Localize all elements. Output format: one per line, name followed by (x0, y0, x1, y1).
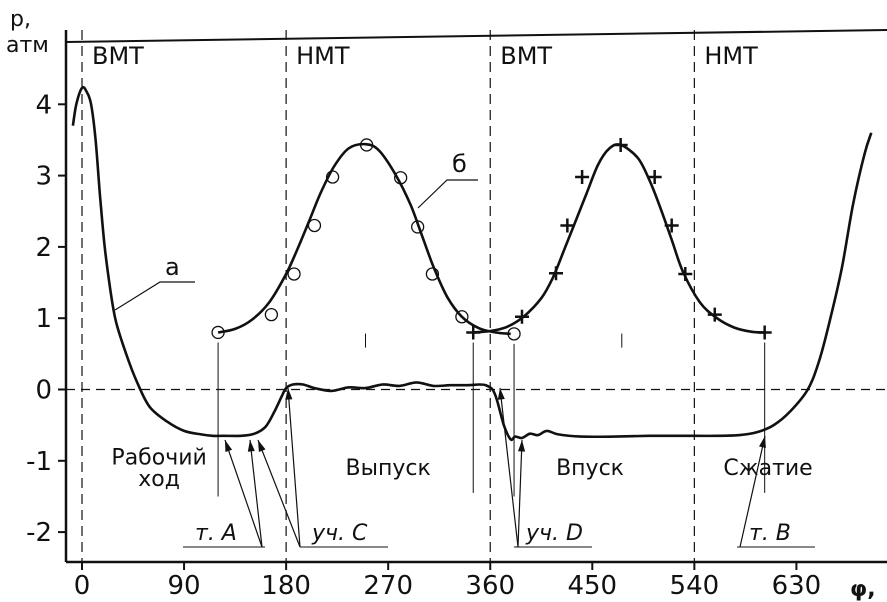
plus-marker-5 (613, 137, 628, 152)
y-tick-label-6: 4 (35, 90, 52, 120)
y-tick-label-1: -1 (26, 447, 52, 477)
circle-marker-2 (287, 267, 301, 281)
y-axis-label-line-1: p, (10, 7, 31, 32)
plus-marker-6 (647, 170, 662, 185)
series-line-2 (473, 143, 765, 334)
circle-marker-5 (359, 138, 374, 152)
vline-label-3: НМТ (704, 42, 758, 70)
circle-marker-3 (307, 218, 322, 233)
x-axis-label: φ, (850, 577, 876, 602)
vline-label-0: ВМТ (92, 42, 144, 70)
circle-marker-0 (211, 325, 225, 340)
ticks-layer: 0 90 180 270 360 450 540 630 -2 -1 0 1 2 3 4 (26, 90, 821, 601)
y-tick-label-4: 2 (35, 233, 52, 263)
circle-marker-10 (507, 327, 521, 341)
annotation-label-3: т. В (749, 521, 791, 546)
circle-marker-9 (455, 310, 469, 324)
region-label-2: Выпуск (346, 456, 431, 481)
y-tick-label-5: 3 (35, 162, 52, 192)
series-line-0 (71, 85, 873, 442)
plus-marker-2 (549, 266, 564, 281)
x-tick-label-6: 540 (670, 571, 720, 601)
series-label-leader-0 (114, 281, 195, 311)
x-tick-label-5: 450 (567, 571, 617, 601)
annotation-arrowhead-0-1 (247, 440, 255, 452)
series-label-leader-1 (417, 179, 478, 209)
circle-marker-7 (411, 220, 425, 234)
region-label-0: Рабочий (111, 445, 206, 470)
x-tick-label-1: 90 (168, 571, 201, 601)
annotation-arrowhead-2-0 (497, 388, 505, 400)
x-tick-label-4: 360 (465, 571, 515, 601)
y-tick-label-3: 1 (35, 304, 52, 334)
plus-marker-7 (664, 218, 679, 233)
plus-marker-4 (575, 170, 590, 185)
y-axis-label-line-2: атм (6, 33, 49, 58)
y-tick-label-2: 0 (35, 376, 52, 406)
vline-label-1: НМТ (296, 42, 350, 70)
series-name-label-0: а (165, 253, 180, 281)
annotation-label-2: уч. D (525, 521, 583, 546)
annotation-arrow-0-1 (249, 439, 263, 548)
annotation-label-1: уч. С (311, 521, 368, 546)
top-border-line (65, 29, 887, 43)
annotation-arrowhead-3-0 (759, 436, 766, 448)
axes-layer: p, атм φ, (6, 7, 887, 602)
circle-marker-6 (394, 171, 408, 185)
region-label-1: ход (138, 467, 180, 492)
annotation-arrowhead-1-1 (258, 440, 266, 452)
circle-marker-8 (425, 267, 440, 281)
annotation-arrowhead-0-0 (225, 440, 233, 452)
annotation-arrow-1-0 (287, 387, 301, 548)
y-tick-label-0: -2 (26, 518, 52, 548)
plus-marker-8 (678, 266, 693, 281)
x-tick-label-2: 180 (261, 571, 311, 601)
x-tick-label-3: 270 (363, 571, 413, 601)
plus-marker-10 (757, 325, 772, 340)
series-layer (71, 85, 873, 497)
annotation-arrow-3-0 (739, 435, 766, 548)
annotation-arrow-0-0 (224, 439, 263, 548)
annotation-label-0: т. А (195, 521, 237, 546)
x-tick-label-7: 630 (772, 571, 822, 601)
grid-layer (66, 30, 887, 562)
plus-marker-3 (560, 218, 575, 233)
series-name-label-1: б (452, 150, 467, 178)
vline-label-2: ВМТ (500, 42, 552, 70)
annotation-arrow-2-0 (499, 387, 519, 548)
annotation-arrow-1-1 (257, 439, 301, 548)
series-line-1 (217, 142, 511, 336)
plus-marker-0 (466, 325, 481, 340)
x-tick-label-0: 0 (74, 571, 91, 601)
region-label-4: Сжатие (723, 456, 812, 481)
circle-marker-1 (264, 307, 279, 322)
annotation-arrow-2-1 (517, 439, 523, 548)
plus-marker-1 (514, 309, 529, 324)
annotation-arrowhead-1-0 (285, 388, 293, 400)
plus-marker-9 (707, 307, 722, 322)
markers-layer (211, 137, 772, 348)
region-label-3: Впуск (556, 456, 624, 481)
annotation-arrowhead-2-1 (518, 440, 526, 452)
circle-marker-4 (325, 170, 340, 184)
